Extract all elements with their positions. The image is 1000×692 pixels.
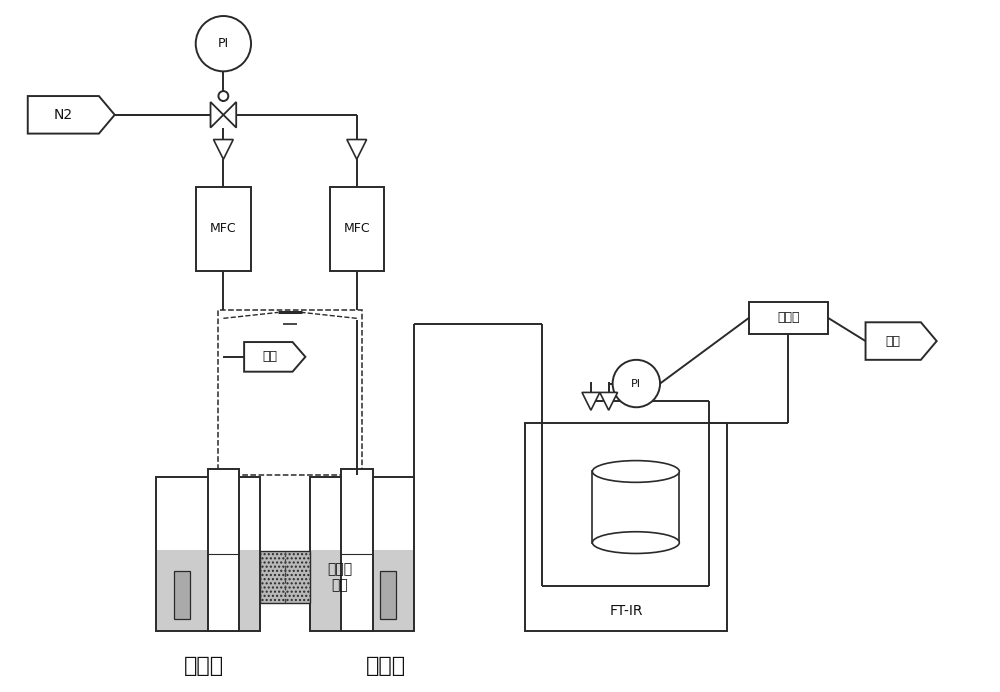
Text: N2: N2 [54,108,73,122]
Polygon shape [582,392,600,410]
Text: PI: PI [631,379,641,388]
Bar [156,549,260,630]
Text: FT-IR: FT-IR [609,604,643,618]
Bar [218,311,362,475]
Bar [174,572,190,619]
Bar [156,477,260,630]
Bar [525,423,727,630]
Bar [341,469,373,630]
Polygon shape [28,96,115,134]
Text: 阳极室: 阳极室 [184,656,224,676]
Polygon shape [347,140,367,159]
Bar [260,552,310,603]
Polygon shape [211,102,223,127]
Polygon shape [600,392,618,410]
Text: 排气: 排气 [262,350,277,363]
Bar [310,477,414,630]
Text: MFC: MFC [210,222,237,235]
Bar [592,471,679,543]
Ellipse shape [592,461,679,482]
Bar [208,554,239,630]
Bar [310,549,414,630]
Text: 排气: 排气 [886,334,901,347]
Text: 积分计: 积分计 [777,311,800,325]
Bar [196,187,251,271]
Polygon shape [223,102,236,127]
Bar [749,302,828,334]
Bar [380,572,396,619]
Circle shape [613,360,660,408]
Bar [208,469,239,630]
Text: PI: PI [218,37,229,51]
Text: 阴极室: 阴极室 [366,656,406,676]
Polygon shape [866,322,937,360]
Ellipse shape [592,531,679,554]
Text: 多孔质
隔膜: 多孔质 隔膜 [327,562,352,592]
Circle shape [196,16,251,71]
Polygon shape [213,140,233,159]
Polygon shape [244,342,305,372]
Bar [341,554,373,630]
Text: MFC: MFC [343,222,370,235]
Circle shape [218,91,228,101]
Bar [330,187,384,271]
